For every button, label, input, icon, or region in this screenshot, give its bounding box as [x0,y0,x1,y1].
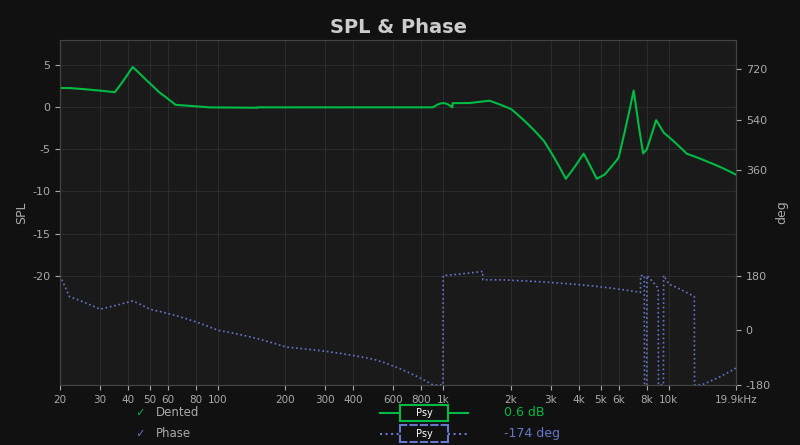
Y-axis label: deg: deg [775,201,788,224]
Text: ✓: ✓ [136,406,144,420]
Text: Dented: Dented [156,406,199,420]
Text: Phase: Phase [156,427,191,441]
Text: -174 deg: -174 deg [504,427,560,441]
Title: SPL & Phase: SPL & Phase [330,18,466,37]
Y-axis label: SPL: SPL [15,201,28,224]
Text: 0.6 dB: 0.6 dB [504,406,545,420]
Text: ✓: ✓ [136,427,144,441]
Text: Psy: Psy [416,429,432,439]
Text: Psy: Psy [416,408,432,418]
